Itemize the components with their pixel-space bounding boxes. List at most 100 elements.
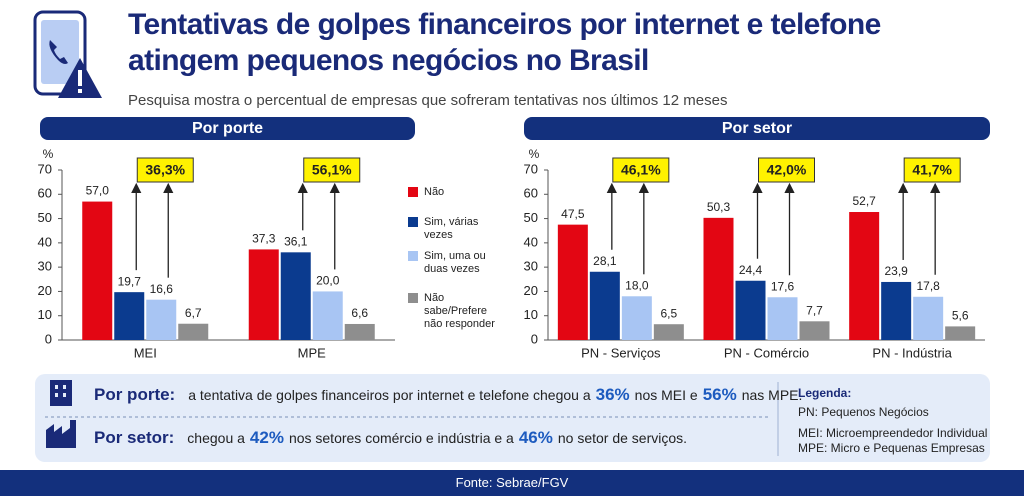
bar	[114, 292, 145, 340]
value-label: 17,6	[771, 279, 795, 293]
bar	[344, 323, 375, 340]
value-label: 7,7	[806, 303, 823, 317]
bar	[557, 224, 588, 340]
y-axis-label: %	[529, 147, 540, 161]
bar	[589, 271, 620, 340]
callout: 36,3%	[145, 162, 185, 178]
legend-item: Sim, várias vezes	[408, 216, 508, 242]
bar	[735, 280, 766, 340]
value-label: 23,9	[884, 264, 908, 278]
value-label: 6,5	[660, 306, 677, 320]
y-tick-label: 60	[38, 186, 52, 201]
text: no setor de serviços.	[557, 430, 688, 446]
value-label: 17,8	[916, 279, 940, 293]
bar	[653, 324, 684, 340]
bar	[703, 217, 734, 340]
subtitle: Pesquisa mostra o percentual de empresas…	[128, 92, 728, 109]
summary-box	[35, 374, 990, 462]
value-label: 19,7	[118, 274, 142, 288]
callout: 42,0%	[767, 162, 807, 178]
callout: 41,7%	[912, 162, 952, 178]
bar	[178, 323, 209, 340]
value-label: 52,7	[852, 194, 876, 208]
value-label: 20,0	[316, 274, 340, 288]
x-tick-label: PN - Indústria	[872, 345, 952, 360]
value-label: 36,1	[284, 235, 308, 249]
legend-swatch	[408, 293, 418, 303]
text: nos MEI e	[634, 387, 698, 403]
abbreviations: Legenda: PN: Pequenos Negócios MEI: Micr…	[798, 384, 987, 456]
y-tick-label: 60	[524, 186, 538, 201]
y-tick-label: 10	[524, 307, 538, 322]
value-label: 18,0	[625, 278, 649, 292]
y-tick-label: 30	[524, 259, 538, 274]
y-tick-label: 70	[524, 161, 538, 176]
value-label: 5,6	[952, 309, 969, 323]
bar	[799, 321, 830, 340]
phone-icon	[33, 10, 102, 98]
callout: 56,1%	[312, 162, 352, 178]
y-tick-label: 50	[524, 210, 538, 225]
bar	[280, 252, 311, 340]
callout-box	[303, 157, 361, 183]
legend-title: Legenda:	[798, 386, 852, 400]
bar	[945, 326, 976, 340]
legend-item: Sim, uma ou duas vezes	[408, 250, 508, 276]
legend-item: MPE: Micro e Pequenas Empresas	[798, 441, 985, 455]
callout-box	[612, 157, 670, 183]
y-tick-label: 40	[38, 234, 52, 249]
highlight: 36%	[595, 385, 630, 404]
value-label: 57,0	[86, 184, 110, 198]
bar	[849, 212, 880, 340]
title: Tentativas de golpes financeiros por int…	[128, 8, 881, 41]
y-tick-label: 10	[38, 307, 52, 322]
bar	[767, 297, 798, 340]
bar	[82, 201, 113, 340]
y-tick-label: 20	[524, 283, 538, 298]
source: Fonte: Sebrae/FGV	[455, 475, 569, 490]
text: nos setores comércio e indústria e a	[288, 430, 514, 446]
legend-item: MEI: Microempreendedor Individual	[798, 426, 988, 440]
bar	[146, 299, 177, 340]
value-label: 47,5	[561, 207, 585, 221]
legend-label: Não	[424, 186, 445, 198]
legend-item: PN: Pequenos Negócios	[798, 405, 929, 419]
legend-label: Não sabe/Prefere não responder	[424, 292, 495, 330]
value-label: 6,6	[351, 306, 368, 320]
legend-item: Não	[408, 186, 508, 199]
y-tick-label: 40	[524, 234, 538, 249]
text: chegou a	[187, 430, 245, 446]
legend-label: Sim, uma ou duas vezes	[424, 250, 486, 275]
x-tick-label: MEI	[134, 345, 157, 360]
legend-label: Sim, várias vezes	[424, 216, 479, 241]
bar	[312, 291, 343, 340]
value-label: 28,1	[593, 254, 617, 268]
summary-row: Por porte: a tentativa de golpes finance…	[48, 385, 802, 405]
highlight: 56%	[702, 385, 737, 404]
highlight: 46%	[518, 428, 553, 447]
bar	[621, 296, 652, 340]
bar	[248, 249, 279, 340]
value-label: 50,3	[707, 200, 731, 214]
callout-box	[758, 157, 815, 183]
factory-icon	[46, 420, 76, 448]
callout-box	[903, 157, 961, 183]
y-tick-label: 0	[45, 331, 52, 346]
y-tick-label: 20	[38, 283, 52, 298]
value-label: 6,7	[185, 306, 202, 320]
highlight: 42%	[249, 428, 284, 447]
summary-row: Por setor: chegou a 42% nos setores comérc…	[48, 428, 687, 448]
legend-item: Não sabe/Prefere não responder	[408, 292, 508, 331]
legend-swatch	[408, 187, 418, 197]
value-label: 16,6	[150, 282, 174, 296]
legend-swatch	[408, 251, 418, 261]
bar	[913, 296, 944, 340]
x-tick-label: PN - Comércio	[724, 345, 809, 360]
value-label: 37,3	[252, 232, 276, 246]
value-label: 24,4	[739, 263, 763, 277]
callout: 46,1%	[621, 162, 661, 178]
x-tick-label: PN - Serviços	[581, 345, 661, 360]
text: nas MPE.	[741, 387, 803, 403]
bar	[881, 281, 912, 340]
y-tick-label: 30	[38, 259, 52, 274]
